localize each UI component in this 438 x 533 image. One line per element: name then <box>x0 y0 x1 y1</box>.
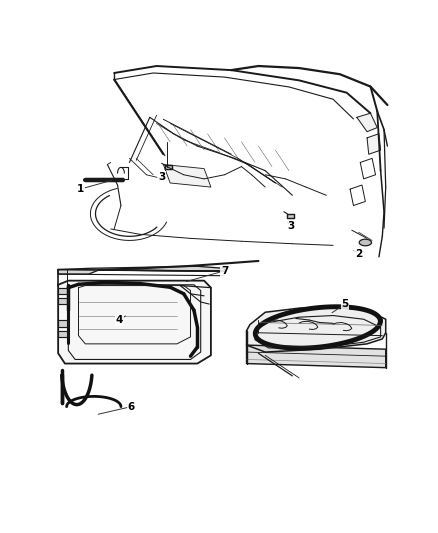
Polygon shape <box>58 320 68 327</box>
Text: 3: 3 <box>287 221 294 231</box>
Polygon shape <box>367 134 381 154</box>
Polygon shape <box>58 330 68 337</box>
Text: 3: 3 <box>158 172 165 182</box>
Polygon shape <box>357 113 377 132</box>
Text: 5: 5 <box>341 299 349 309</box>
Polygon shape <box>78 286 191 344</box>
Text: 7: 7 <box>221 266 228 276</box>
Polygon shape <box>58 298 68 304</box>
Polygon shape <box>255 316 381 348</box>
Polygon shape <box>247 345 386 368</box>
Polygon shape <box>163 165 211 187</box>
Polygon shape <box>287 214 294 218</box>
Polygon shape <box>247 307 386 352</box>
Polygon shape <box>58 288 68 294</box>
Polygon shape <box>58 281 211 364</box>
Polygon shape <box>359 239 371 246</box>
Text: 2: 2 <box>355 249 362 260</box>
Text: 4: 4 <box>116 316 123 326</box>
Text: 6: 6 <box>127 402 135 411</box>
Polygon shape <box>165 165 172 168</box>
Text: 1: 1 <box>77 184 84 194</box>
Polygon shape <box>58 266 224 274</box>
